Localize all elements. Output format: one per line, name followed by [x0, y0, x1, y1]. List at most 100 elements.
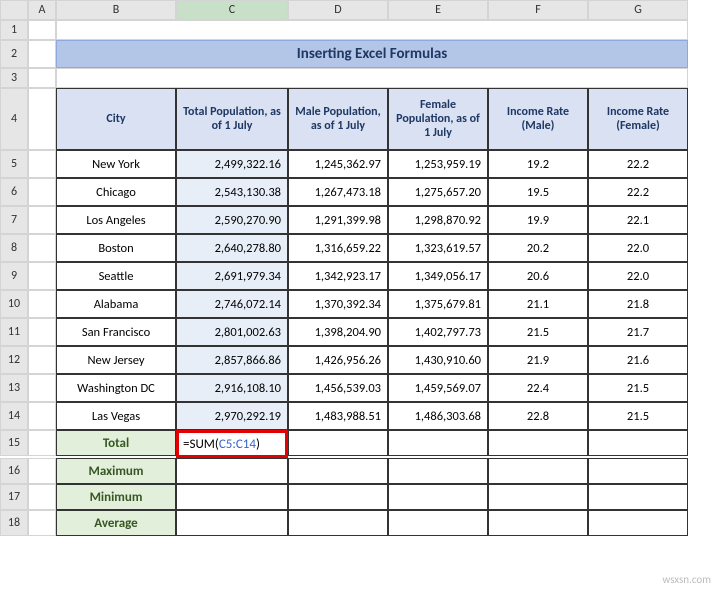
- cell-female-pop[interactable]: 1,486,303.68: [388, 402, 488, 430]
- summary-cell[interactable]: [588, 484, 688, 510]
- row-header-16[interactable]: 16: [0, 458, 28, 484]
- cell-row1[interactable]: [56, 20, 688, 40]
- header-male-pop[interactable]: Male Population, as of 1 July: [288, 88, 388, 150]
- cell-a5[interactable]: [28, 150, 56, 178]
- cell-a10[interactable]: [28, 290, 56, 318]
- cell-a11[interactable]: [28, 318, 56, 346]
- cell-a18[interactable]: [28, 510, 56, 536]
- cell-male-pop[interactable]: 1,426,956.26: [288, 346, 388, 374]
- cell-male-pop[interactable]: 1,398,204.90: [288, 318, 388, 346]
- col-header-d[interactable]: D: [288, 0, 388, 20]
- cell-a15[interactable]: [28, 430, 56, 456]
- summary-cell[interactable]: [176, 510, 288, 536]
- summary-label-minimum[interactable]: Minimum: [56, 484, 176, 510]
- summary-cell[interactable]: [388, 510, 488, 536]
- summary-cell[interactable]: [588, 430, 688, 456]
- col-header-c[interactable]: C: [176, 0, 288, 20]
- row-header-6[interactable]: 6: [0, 178, 28, 206]
- cell-income-male[interactable]: 19.9: [488, 206, 588, 234]
- title-cell[interactable]: Inserting Excel Formulas: [56, 40, 688, 68]
- cell-income-female[interactable]: 22.0: [588, 262, 688, 290]
- header-city[interactable]: City: [56, 88, 176, 150]
- cell-female-pop[interactable]: 1,430,910.60: [388, 346, 488, 374]
- cell-male-pop[interactable]: 1,370,392.34: [288, 290, 388, 318]
- summary-cell[interactable]: [288, 510, 388, 536]
- header-income-female[interactable]: Income Rate (Female): [588, 88, 688, 150]
- row-header-12[interactable]: 12: [0, 346, 28, 374]
- cell-income-female[interactable]: 22.2: [588, 150, 688, 178]
- cell-income-female[interactable]: 21.5: [588, 402, 688, 430]
- cell-female-pop[interactable]: 1,375,679.81: [388, 290, 488, 318]
- row-header-8[interactable]: 8: [0, 234, 28, 262]
- summary-label-total[interactable]: Total: [56, 430, 176, 456]
- summary-cell[interactable]: [588, 458, 688, 484]
- cell-income-female[interactable]: 21.7: [588, 318, 688, 346]
- row-header-18[interactable]: 18: [0, 510, 28, 536]
- cell-female-pop[interactable]: 1,459,569.07: [388, 374, 488, 402]
- row-header-4[interactable]: 4: [0, 88, 28, 150]
- cell-city[interactable]: Chicago: [56, 178, 176, 206]
- row-header-2[interactable]: 2: [0, 40, 28, 68]
- cell-female-pop[interactable]: 1,323,619.57: [388, 234, 488, 262]
- summary-cell[interactable]: [488, 510, 588, 536]
- cell-city[interactable]: Alabama: [56, 290, 176, 318]
- col-header-b[interactable]: B: [56, 0, 176, 20]
- cell-male-pop[interactable]: 1,267,473.18: [288, 178, 388, 206]
- cell-row3[interactable]: [56, 68, 688, 88]
- cell-city[interactable]: Boston: [56, 234, 176, 262]
- cell-total-pop[interactable]: 2,746,072.14: [176, 290, 288, 318]
- row-header-14[interactable]: 14: [0, 402, 28, 430]
- summary-cell[interactable]: [588, 510, 688, 536]
- header-female-pop[interactable]: Female Population, as of 1 July: [388, 88, 488, 150]
- row-header-11[interactable]: 11: [0, 318, 28, 346]
- cell-city[interactable]: Las Vegas: [56, 402, 176, 430]
- cell-a1[interactable]: [28, 20, 56, 40]
- cell-income-female[interactable]: 22.1: [588, 206, 688, 234]
- row-header-13[interactable]: 13: [0, 374, 28, 402]
- cell-a6[interactable]: [28, 178, 56, 206]
- summary-cell[interactable]: [388, 458, 488, 484]
- cell-income-male[interactable]: 22.8: [488, 402, 588, 430]
- summary-cell[interactable]: [488, 458, 588, 484]
- row-header-3[interactable]: 3: [0, 68, 28, 88]
- cell-a2[interactable]: [28, 40, 56, 68]
- cell-total-pop[interactable]: 2,543,130.38: [176, 178, 288, 206]
- cell-female-pop[interactable]: 1,349,056.17: [388, 262, 488, 290]
- cell-total-pop[interactable]: 2,801,002.63: [176, 318, 288, 346]
- cell-a16[interactable]: [28, 458, 56, 484]
- cell-a17[interactable]: [28, 484, 56, 510]
- summary-label-maximum[interactable]: Maximum: [56, 458, 176, 484]
- row-header-17[interactable]: 17: [0, 484, 28, 510]
- select-all-corner[interactable]: [0, 0, 28, 20]
- summary-cell[interactable]: [488, 484, 588, 510]
- row-header-5[interactable]: 5: [0, 150, 28, 178]
- cell-female-pop[interactable]: 1,275,657.20: [388, 178, 488, 206]
- col-header-g[interactable]: G: [588, 0, 688, 20]
- cell-male-pop[interactable]: 1,245,362.97: [288, 150, 388, 178]
- cell-city[interactable]: Los Angeles: [56, 206, 176, 234]
- summary-cell[interactable]: [388, 484, 488, 510]
- cell-male-pop[interactable]: 1,483,988.51: [288, 402, 388, 430]
- cell-total-pop[interactable]: 2,691,979.34: [176, 262, 288, 290]
- row-header-1[interactable]: 1: [0, 20, 28, 40]
- cell-a4[interactable]: [28, 88, 56, 150]
- row-header-15[interactable]: 15: [0, 430, 28, 456]
- header-total-pop[interactable]: Total Population, as of 1 July: [176, 88, 288, 150]
- cell-city[interactable]: Washington DC: [56, 374, 176, 402]
- cell-a9[interactable]: [28, 262, 56, 290]
- summary-cell[interactable]: [388, 430, 488, 456]
- col-header-a[interactable]: A: [28, 0, 56, 20]
- col-header-f[interactable]: F: [488, 0, 588, 20]
- cell-total-pop[interactable]: 2,970,292.19: [176, 402, 288, 430]
- cell-total-pop[interactable]: 2,499,322.16: [176, 150, 288, 178]
- cell-income-male[interactable]: 19.2: [488, 150, 588, 178]
- cell-a13[interactable]: [28, 374, 56, 402]
- summary-cell[interactable]: [488, 430, 588, 456]
- summary-label-average[interactable]: Average: [56, 510, 176, 536]
- cell-income-male[interactable]: 22.4: [488, 374, 588, 402]
- cell-income-male[interactable]: 19.5: [488, 178, 588, 206]
- header-income-male[interactable]: Income Rate (Male): [488, 88, 588, 150]
- summary-cell[interactable]: [288, 484, 388, 510]
- cell-total-pop[interactable]: 2,916,108.10: [176, 374, 288, 402]
- cell-a12[interactable]: [28, 346, 56, 374]
